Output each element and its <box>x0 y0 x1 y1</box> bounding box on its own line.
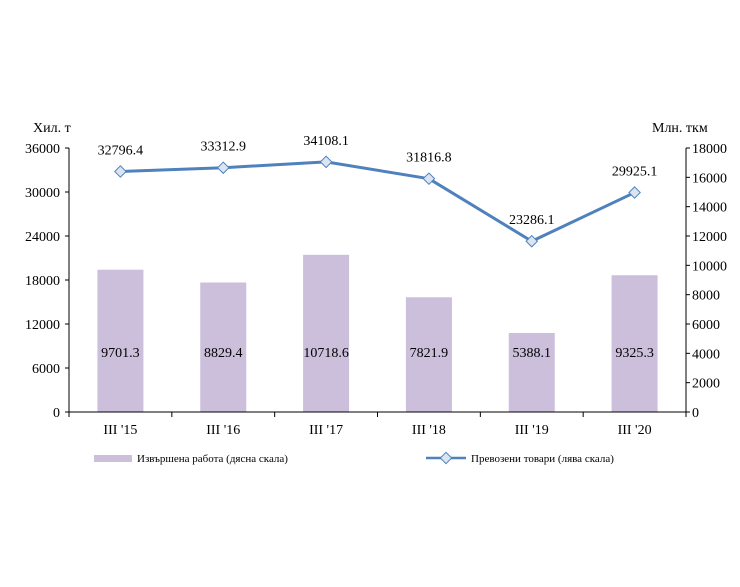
right-tick-label: 0 <box>692 406 699 421</box>
right-tick-label: 12000 <box>692 230 727 245</box>
right-tick-label: 16000 <box>692 171 727 186</box>
bar <box>405 297 452 412</box>
left-tick-label: 30000 <box>25 186 60 201</box>
bar-value-label: 9701.3 <box>101 346 140 361</box>
legend-line-label: Превозени товари (лява скала) <box>471 453 614 465</box>
bar <box>200 282 247 412</box>
line-point <box>114 165 127 178</box>
bar <box>611 275 658 412</box>
line-value-label: 29925.1 <box>612 165 658 180</box>
left-tick-label: 6000 <box>32 362 60 377</box>
line-layer <box>114 155 641 248</box>
right-tick-label: 6000 <box>692 318 720 333</box>
left-tick-label: 36000 <box>25 142 60 157</box>
line-value-label: 31816.8 <box>406 151 452 166</box>
labels-layer: 9701.3 8829.4 10718.6 7821.9 5388.1 9325.3 327… <box>98 134 658 361</box>
x-tick-label: III '17 <box>309 423 343 438</box>
x-tick-label: III '19 <box>515 423 549 438</box>
line-series <box>120 160 636 243</box>
right-tick-label: 2000 <box>692 377 720 392</box>
left-tick-label: 0 <box>53 406 60 421</box>
axes-layer <box>68 148 687 413</box>
bar-value-label: 7821.9 <box>410 346 449 361</box>
bar-value-label: 10718.6 <box>303 346 349 361</box>
bars-layer <box>97 254 658 412</box>
bar <box>508 332 555 412</box>
left-tick-label: 12000 <box>25 318 60 333</box>
right-tick-label: 10000 <box>692 259 727 274</box>
legend: Извършена работа (дясна скала) Превозени… <box>94 451 614 465</box>
x-tick-label: III '16 <box>206 423 240 438</box>
right-tick-label: 8000 <box>692 289 720 304</box>
right-axis-title: Млн. ткм <box>652 121 708 136</box>
left-tick-label: 18000 <box>25 274 60 289</box>
bar <box>97 269 144 412</box>
left-tick-label: 24000 <box>25 230 60 245</box>
line-point <box>216 161 230 175</box>
right-tick-label: 14000 <box>692 201 727 216</box>
bar-value-label: 5388.1 <box>513 346 552 361</box>
line-value-label: 23286.1 <box>509 213 555 228</box>
x-tick-label: III '15 <box>103 423 137 438</box>
right-tick-label: 18000 <box>692 142 727 157</box>
legend-line-marker <box>439 451 453 465</box>
line-point <box>422 172 436 186</box>
line-point <box>319 155 333 169</box>
line-point <box>525 234 539 248</box>
line-point <box>628 186 641 199</box>
x-tick-label: III '20 <box>618 423 652 438</box>
legend-bar-label: Извършена работа (дясна скала) <box>137 453 288 465</box>
right-tick-label: 4000 <box>692 347 720 362</box>
bar-value-label: 8829.4 <box>204 346 243 361</box>
legend-bar-swatch <box>94 455 132 462</box>
line-value-label: 33312.9 <box>201 140 247 155</box>
bar-value-label: 9325.3 <box>615 346 654 361</box>
line-value-label: 34108.1 <box>303 134 349 149</box>
x-tick-label: III '18 <box>412 423 446 438</box>
left-axis-title: Хил. т <box>33 121 71 136</box>
ticks-layer: 0 6000 12000 18000 24000 30000 36000 0 2000 4000 6… <box>25 142 727 438</box>
line-value-label: 32796.4 <box>98 143 144 158</box>
bar <box>303 254 350 412</box>
